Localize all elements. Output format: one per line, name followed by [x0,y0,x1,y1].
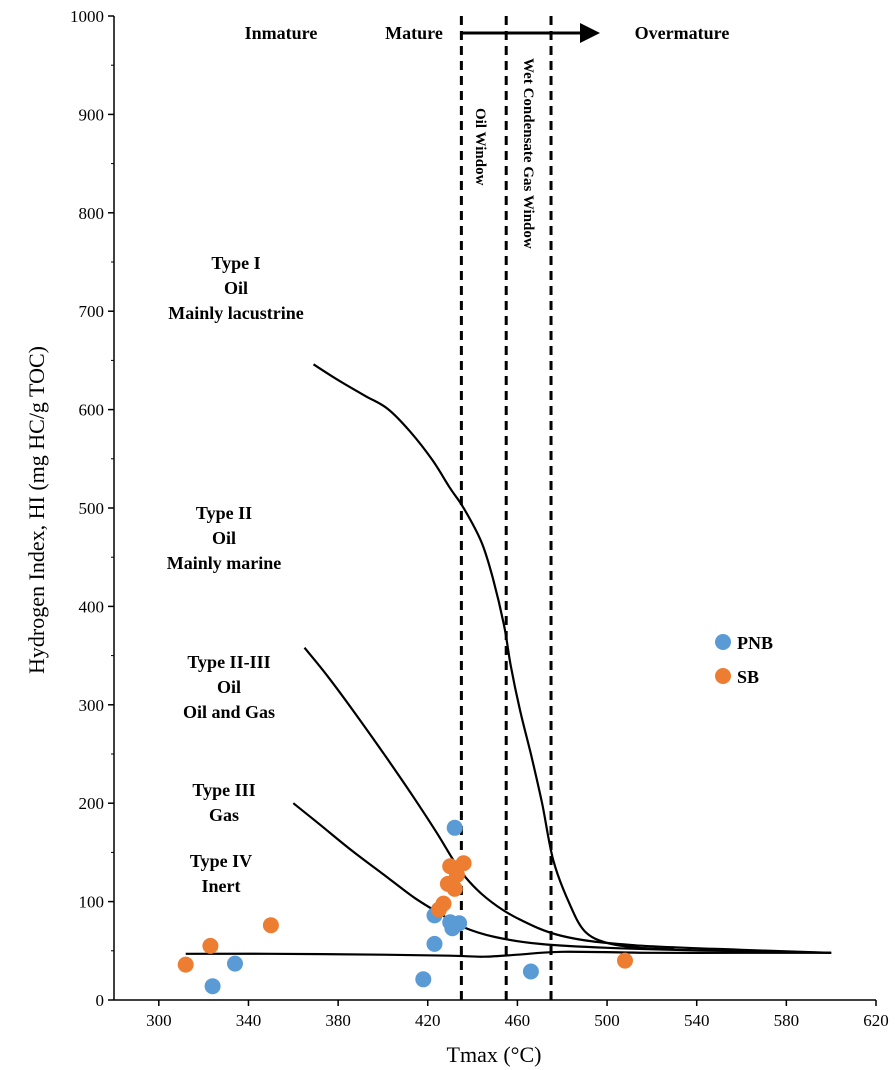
label-mature: Mature [385,23,443,43]
y-tick-label: 300 [79,696,105,715]
type-ii-iii-line-1: Type II-III [187,652,270,672]
legend: PNB SB [715,633,773,687]
legend-marker-pnb [715,634,731,650]
type-ii-iii-label: Type II-III Oil Oil and Gas [183,652,275,722]
label-overmature: Overmature [635,23,730,43]
y-tick-label: 0 [96,991,105,1010]
y-tick-label: 100 [79,893,105,912]
y-tick-label: 400 [79,597,105,616]
y-tick-label: 800 [79,204,105,223]
data-point-pnb [522,963,539,980]
data-point-pnb [415,971,432,988]
legend-label-pnb: PNB [737,633,773,653]
kerogen-type-curve [312,363,675,950]
x-tick-label: 340 [236,1011,262,1030]
type-ii-line-3: Mainly marine [167,553,282,573]
type-iii-line-1: Type III [192,780,255,800]
x-tick-label: 420 [415,1011,441,1030]
y-tick-label: 900 [79,105,105,124]
label-oil-window: Oil Window [472,108,488,186]
data-point-sb [177,956,194,973]
data-points [177,819,633,995]
label-inmature: Inmature [245,23,318,43]
type-i-label: Type I Oil Mainly lacustrine [168,253,304,323]
type-i-line-3: Mainly lacustrine [168,303,304,323]
type-iv-label: Type IV Inert [190,851,252,896]
type-iii-line-2: Gas [209,805,239,825]
x-tick-label: 460 [505,1011,531,1030]
type-ii-iii-line-3: Oil and Gas [183,702,275,722]
data-point-pnb [451,915,468,932]
x-tick-label: 540 [684,1011,710,1030]
type-i-line-2: Oil [224,278,248,298]
kerogen-type-curve [185,950,832,958]
legend-label-sb: SB [737,667,759,687]
data-point-pnb [204,978,221,995]
axes: 0 100 200 300 400 500 600 700 800 900 1000 300 340 38… [70,7,889,1030]
kerogen-type-curve [303,647,832,954]
data-point-sb [455,855,472,872]
type-ii-label: Type II Oil Mainly marine [167,503,282,573]
x-tick-label: 620 [863,1011,889,1030]
data-point-sb [202,937,219,954]
data-point-pnb [426,935,443,952]
maturity-arrow [462,23,600,43]
type-iv-line-1: Type IV [190,851,252,871]
y-tick-label: 700 [79,302,105,321]
type-ii-line-1: Type II [196,503,252,523]
y-tick-label: 200 [79,794,105,813]
x-tick-label: 500 [594,1011,620,1030]
data-point-sb [448,867,465,883]
type-ii-iii-line-2: Oil [217,677,241,697]
y-tick-label: 1000 [70,7,104,26]
type-iv-line-2: Inert [202,876,241,896]
data-point-sb [617,952,633,969]
type-ii-line-2: Oil [212,528,236,548]
data-point-sb [262,917,279,934]
kerogen-type-curve [292,802,832,954]
y-tick-label: 600 [79,401,105,420]
data-point-sb [446,880,463,897]
legend-marker-sb [715,668,731,684]
y-axis-title: Hydrogen Index, HI (mg HC/g TOC) [24,346,49,674]
data-point-pnb [446,819,463,836]
x-axis-title: Tmax (°C) [447,1042,542,1067]
data-point-sb [435,895,452,912]
boundary-curves [185,363,832,958]
x-tick-label: 380 [325,1011,351,1030]
y-tick-label: 500 [79,499,105,518]
data-point-pnb [227,955,243,972]
label-wet-gas-window: Wet Condensate Gas Window [520,58,536,249]
x-tick-label: 580 [774,1011,800,1030]
type-iii-label: Type III Gas [192,780,255,825]
x-tick-label: 300 [146,1011,172,1030]
type-i-line-1: Type I [211,253,260,273]
